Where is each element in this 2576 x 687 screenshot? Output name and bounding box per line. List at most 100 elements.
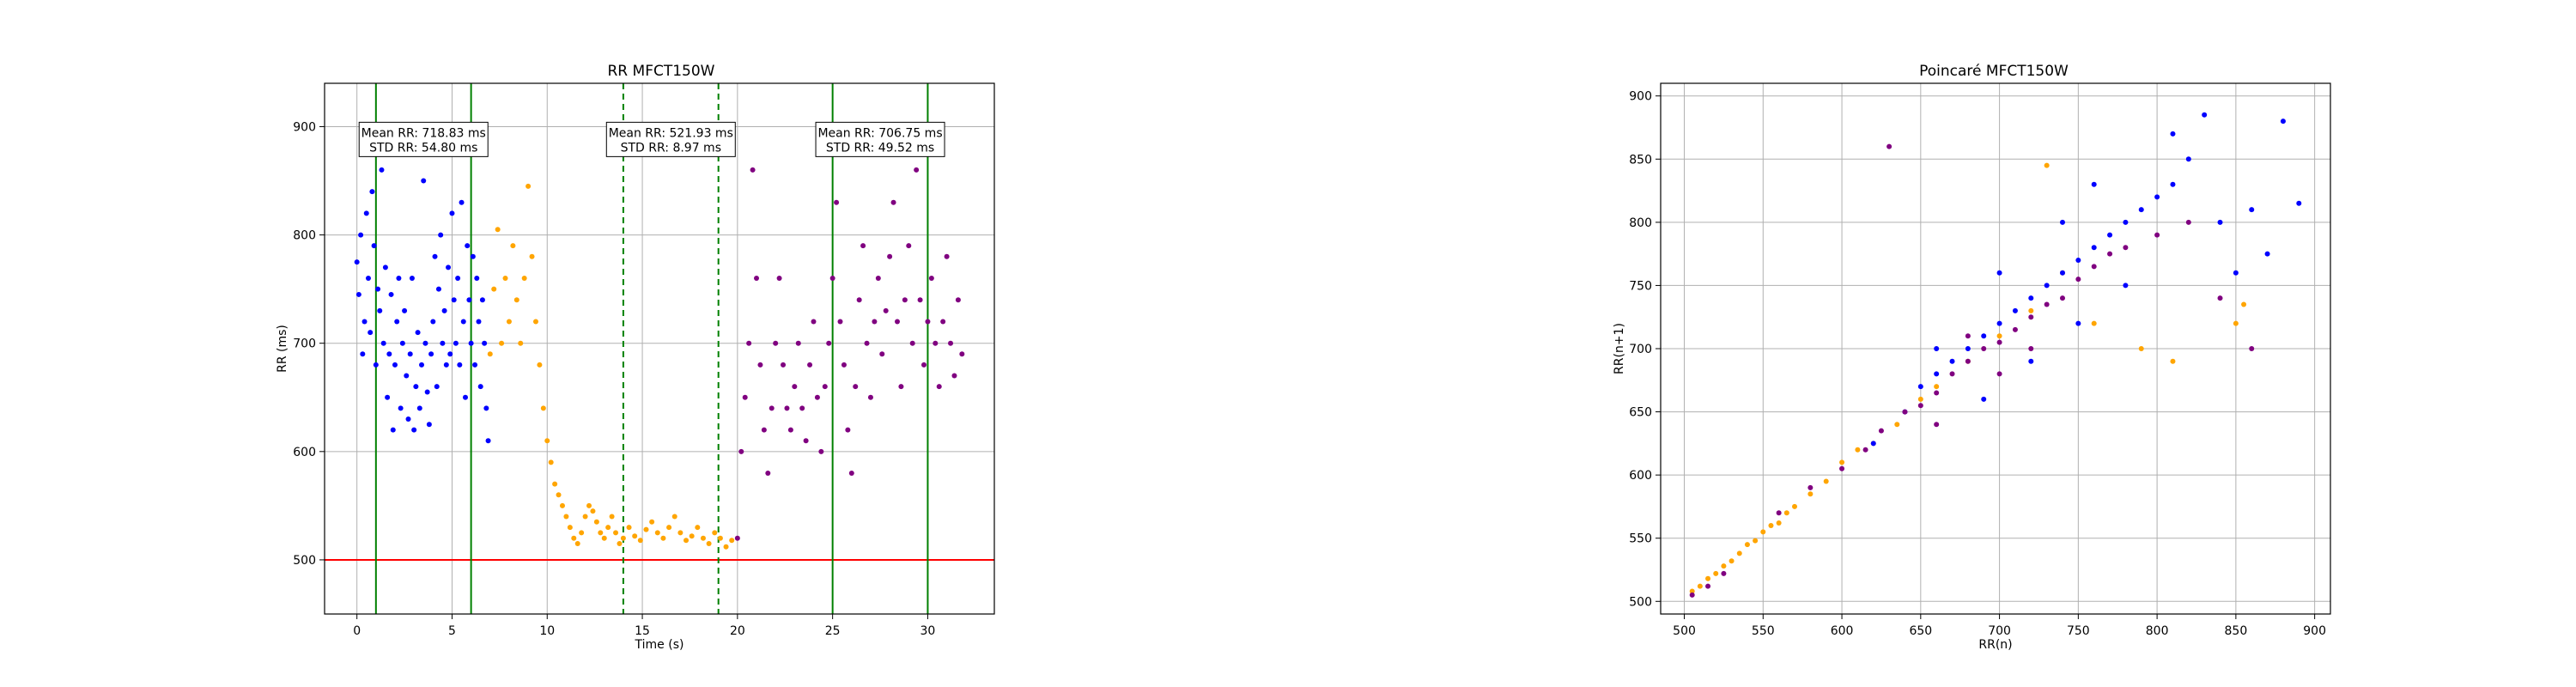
rr-data-point bbox=[567, 525, 573, 531]
rr-data-point bbox=[385, 394, 391, 400]
rr-data-point bbox=[457, 362, 463, 368]
poincare-data-point bbox=[1783, 510, 1789, 516]
rr-data-point bbox=[841, 362, 847, 368]
rr-data-point bbox=[856, 297, 862, 303]
rr-data-point bbox=[422, 340, 428, 346]
poincare-data-point bbox=[2280, 119, 2286, 125]
rr-y-tick-label: 500 bbox=[293, 554, 316, 568]
poincare-data-point bbox=[1996, 371, 2002, 377]
rr-data-point bbox=[605, 525, 611, 531]
rr-data-point bbox=[776, 276, 782, 282]
rr-x-tick-label: 30 bbox=[920, 624, 936, 638]
rr-data-point bbox=[582, 514, 588, 520]
rr-y-tick-label: 700 bbox=[293, 337, 316, 351]
rr-data-point bbox=[773, 340, 779, 346]
poincare-data-point bbox=[1776, 510, 1782, 516]
poincare-y-tick-label: 500 bbox=[1629, 595, 1652, 609]
poincare-y-tick-label: 850 bbox=[1629, 153, 1652, 167]
rr-data-point bbox=[435, 286, 441, 292]
poincare-data-point bbox=[1949, 371, 1955, 377]
rr-data-point bbox=[617, 541, 623, 547]
rr-data-point bbox=[734, 535, 740, 541]
rr-data-point bbox=[803, 438, 809, 444]
stats-std-label: STD RR: 49.52 ms bbox=[826, 141, 934, 155]
rr-data-point bbox=[390, 427, 396, 433]
rr-data-point bbox=[848, 471, 854, 477]
poincare-data-point bbox=[1705, 575, 1711, 581]
rr-data-point bbox=[864, 340, 870, 346]
rr-data-point bbox=[717, 535, 723, 541]
rr-data-point bbox=[365, 276, 371, 282]
rr-data-point bbox=[700, 535, 706, 541]
rr-data-point bbox=[447, 351, 453, 357]
rr-data-point bbox=[540, 405, 546, 411]
poincare-data-point bbox=[2185, 219, 2191, 225]
rr-data-point bbox=[548, 459, 554, 465]
rr-data-point bbox=[757, 362, 763, 368]
rr-data-point bbox=[398, 405, 404, 411]
poincare-data-point bbox=[2044, 162, 2050, 168]
rr-data-point bbox=[506, 319, 512, 325]
rr-data-point bbox=[518, 340, 524, 346]
rr-data-point bbox=[660, 535, 666, 541]
poincare-data-point bbox=[2012, 307, 2018, 313]
rr-data-point bbox=[487, 351, 493, 357]
rr-data-point bbox=[485, 438, 491, 444]
rr-data-point bbox=[765, 471, 771, 477]
rr-data-point bbox=[928, 276, 934, 282]
rr-data-point bbox=[358, 232, 364, 238]
poincare-data-point bbox=[2028, 314, 2034, 320]
poincare-data-point bbox=[1934, 371, 1940, 377]
rr-data-point bbox=[441, 307, 447, 313]
poincare-data-point bbox=[1721, 563, 1727, 569]
rr-data-point bbox=[495, 227, 501, 233]
rr-data-point bbox=[355, 291, 361, 297]
poincare-data-point bbox=[1996, 339, 2002, 345]
poincare-data-point bbox=[2028, 295, 2034, 301]
poincare-data-point bbox=[1862, 447, 1868, 453]
rr-reference-lines bbox=[325, 83, 994, 614]
rr-data-point bbox=[466, 297, 472, 303]
poincare-data-point bbox=[2249, 207, 2255, 213]
rr-data-point bbox=[360, 351, 366, 357]
poincare-data-point bbox=[1965, 333, 1971, 339]
rr-data-point bbox=[925, 319, 931, 325]
rr-data-point bbox=[432, 253, 438, 259]
poincare-x-tick-label: 750 bbox=[2067, 624, 2090, 638]
poincare-data-point bbox=[2075, 258, 2081, 263]
poincare-data-point bbox=[2154, 232, 2160, 238]
rr-data-point bbox=[574, 541, 580, 547]
poincare-y-tick-label: 550 bbox=[1629, 532, 1652, 546]
poincare-data-point bbox=[1886, 143, 1893, 149]
rr-data-point bbox=[559, 502, 565, 508]
stats-annotation-box bbox=[605, 121, 736, 157]
rr-data-point bbox=[845, 427, 851, 433]
rr-data-point bbox=[799, 405, 805, 411]
rr-data-point bbox=[563, 514, 569, 520]
rr-data-point bbox=[955, 297, 961, 303]
rr-data-point bbox=[933, 340, 939, 346]
rr-data-point bbox=[609, 514, 615, 520]
rr-data-point bbox=[792, 384, 798, 390]
poincare-x-tick-label: 500 bbox=[1673, 624, 1696, 638]
poincare-data-point bbox=[1981, 396, 1987, 402]
rr-data-point bbox=[936, 384, 942, 390]
rr-data-point bbox=[394, 319, 400, 325]
stats-annotation-box bbox=[815, 121, 945, 157]
poincare-data-point bbox=[2233, 320, 2239, 326]
rr-data-point bbox=[909, 340, 915, 346]
rr-data-point bbox=[632, 533, 638, 539]
rr-data-point bbox=[951, 373, 957, 379]
rr-data-point bbox=[460, 319, 466, 325]
rr-data-point bbox=[416, 405, 422, 411]
rr-data-point bbox=[375, 286, 381, 292]
poincare-data-point bbox=[2091, 245, 2097, 251]
rr-data-point bbox=[529, 253, 535, 259]
poincare-x-tick-label: 650 bbox=[1909, 624, 1932, 638]
rr-data-point bbox=[526, 183, 532, 189]
rr-data-point bbox=[677, 530, 683, 536]
rr-data-point bbox=[459, 199, 465, 205]
rr-data-point bbox=[476, 319, 482, 325]
poincare-data-point bbox=[2028, 358, 2034, 364]
rr-y-tick-label: 800 bbox=[293, 229, 316, 243]
